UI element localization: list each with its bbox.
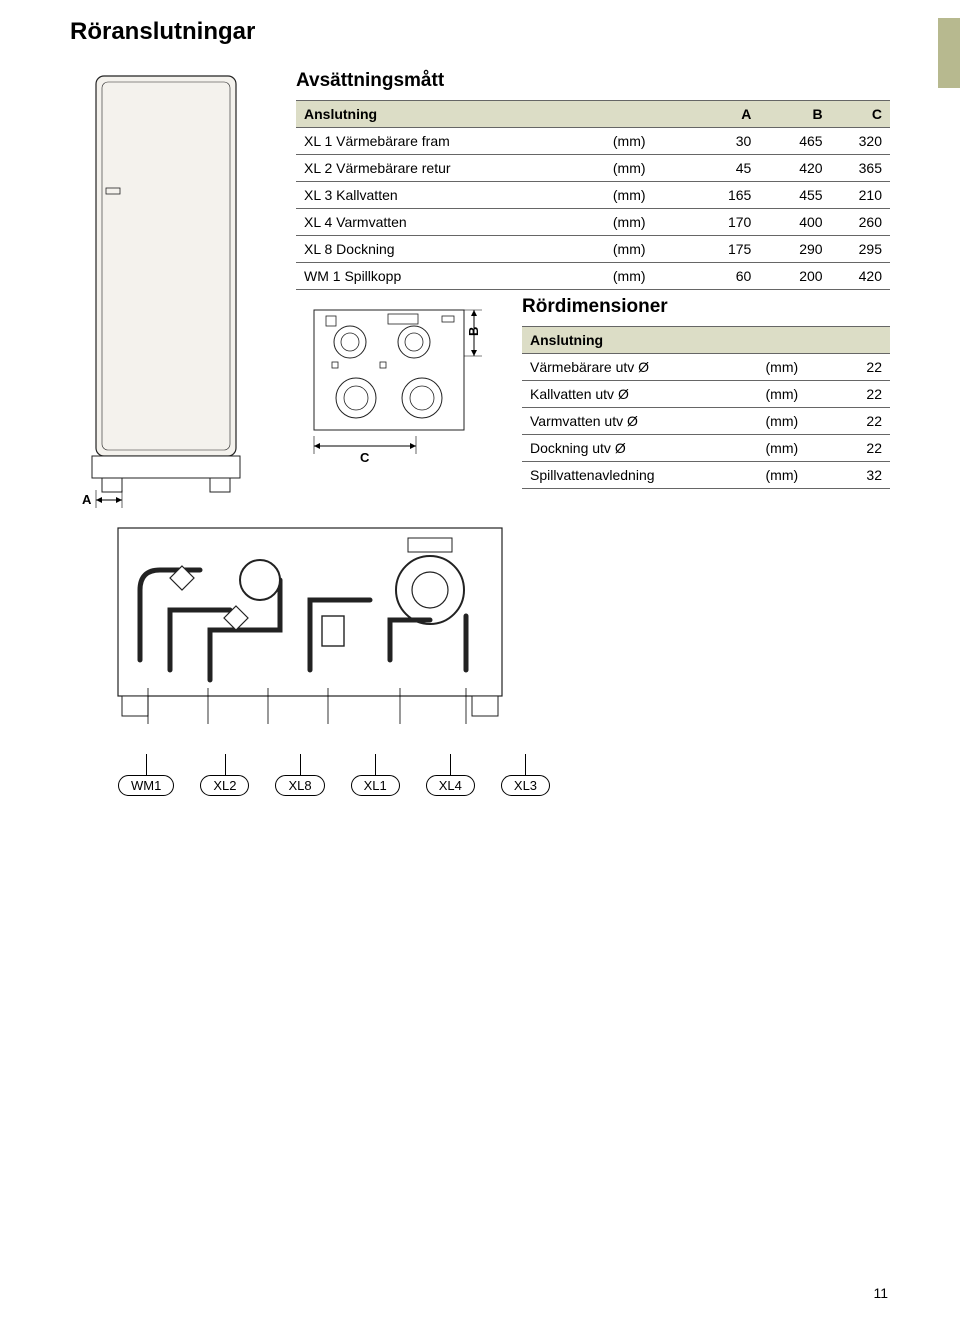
page-number: 11 [873, 1285, 888, 1301]
callout-label: XL3 [501, 775, 550, 796]
callout-label: WM1 [118, 775, 174, 796]
pipe-dimensions-table: Anslutning Värmebärare utv Ø(mm)22Kallva… [522, 326, 890, 489]
table-row: XL 2 Värmebärare retur(mm)45420365 [296, 155, 890, 182]
callout-labels: WM1 XL2 XL8 XL1 XL4 XL3 [70, 775, 890, 796]
table-row: Spillvattenavledning(mm)32 [522, 462, 890, 489]
side-tab [938, 18, 960, 88]
dim-label-c: C [360, 450, 370, 465]
table-row: Kallvatten utv Ø(mm)22 [522, 381, 890, 408]
section-title-1: Avsättningsmått [296, 70, 890, 92]
section-title-2: Rördimensioner [522, 296, 890, 318]
table-row: XL 4 Varmvatten(mm)170400260 [296, 209, 890, 236]
device-front-drawing: A [70, 70, 260, 510]
device-top-drawing: B C [296, 296, 486, 466]
t1-h0: Anslutning [296, 101, 605, 128]
callout-label: XL8 [275, 775, 324, 796]
dim-label-a: A [82, 492, 92, 507]
callout-label: XL4 [426, 775, 475, 796]
table-row: Värmebärare utv Ø(mm)22 [522, 354, 890, 381]
callout-label: XL2 [200, 775, 249, 796]
table-row: Dockning utv Ø(mm)22 [522, 435, 890, 462]
t1-h1 [605, 101, 688, 128]
table-row: XL 1 Värmebärare fram(mm)30465320 [296, 128, 890, 155]
callout-label: XL1 [351, 775, 400, 796]
t1-h2: A [688, 101, 759, 128]
table-row: Varmvatten utv Ø(mm)22 [522, 408, 890, 435]
table-row: XL 3 Kallvatten(mm)165455210 [296, 182, 890, 209]
table-row: XL 8 Dockning(mm)175290295 [296, 236, 890, 263]
t2-h0: Anslutning [522, 327, 758, 354]
t1-h4: C [831, 101, 890, 128]
dim-label-b: B [466, 327, 481, 336]
t2-h1 [758, 327, 832, 354]
t1-h3: B [759, 101, 830, 128]
internals-drawing [70, 520, 890, 735]
t2-h2 [831, 327, 890, 354]
page-title: Röranslutningar [70, 18, 890, 46]
table-row: WM 1 Spillkopp(mm)60200420 [296, 263, 890, 290]
dimensions-table: Anslutning A B C XL 1 Värmebärare fram(m… [296, 100, 890, 290]
